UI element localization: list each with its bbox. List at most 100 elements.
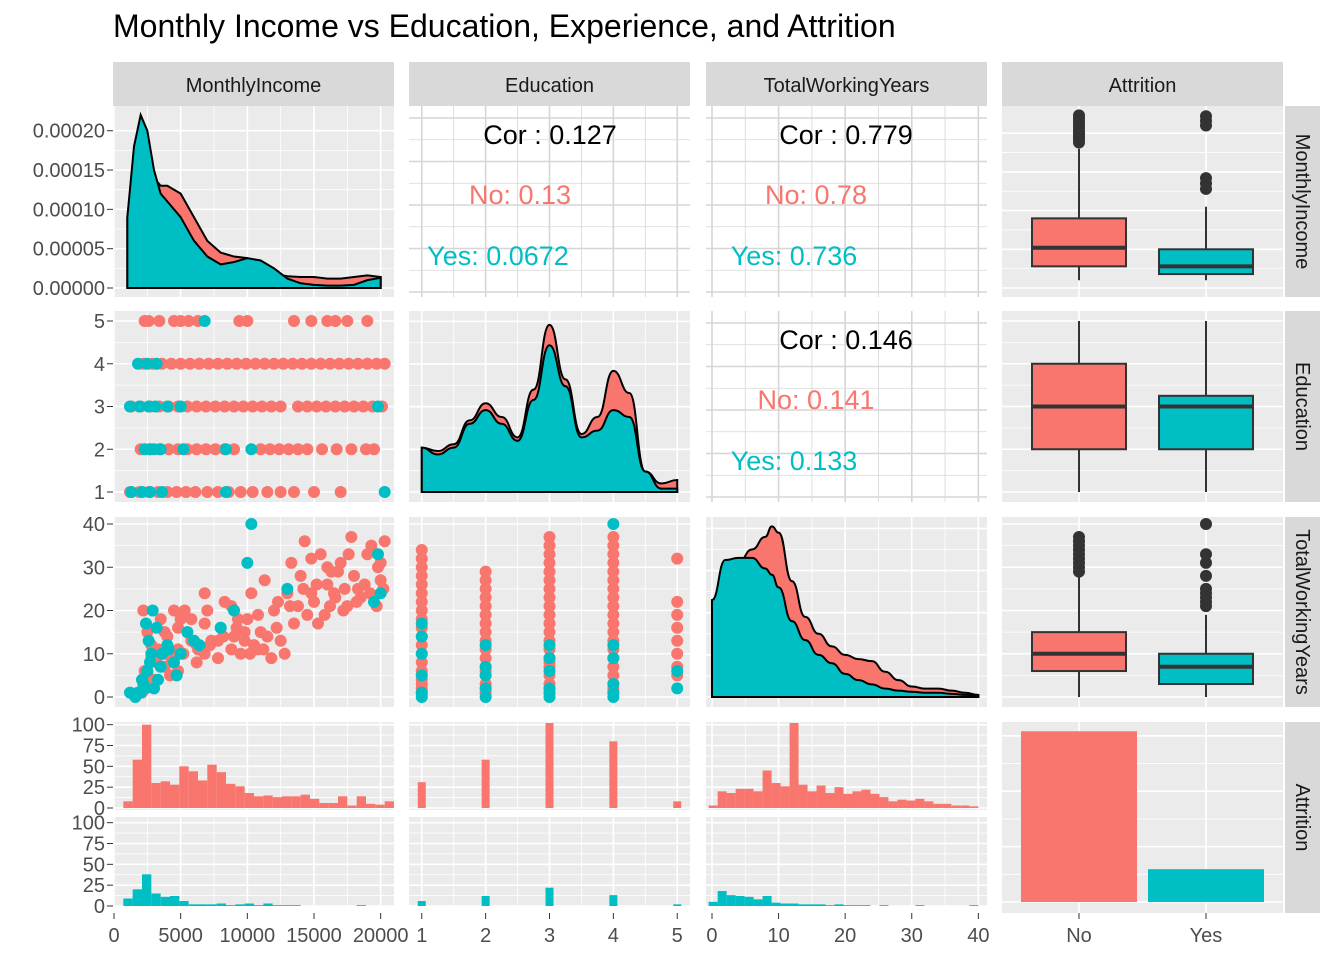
strip-label-row-TotalWorkingYears: TotalWorkingYears: [1291, 529, 1313, 695]
hist-years-bar-no-14: [834, 787, 844, 808]
point-education-years-no-71: [607, 574, 620, 587]
hist-education-bar-no-3: [609, 741, 618, 808]
point-income-years-no-43: [172, 621, 184, 634]
point-education-years-no-85: [671, 552, 684, 565]
point-education-years-no-65: [607, 626, 620, 639]
point-income-years-no-22: [294, 569, 307, 582]
point-education-years-no-75: [607, 539, 620, 552]
box-years-panel: [1002, 517, 1283, 707]
hist-years-bar-no-20: [888, 801, 898, 808]
point-income-education-no-103: [246, 486, 259, 498]
hist-income-bar-no-28: [384, 801, 394, 808]
point-income-years-no-92: [230, 621, 243, 634]
point-education-years-no-14: [415, 561, 428, 574]
hist-education-bar-no-2: [545, 723, 554, 808]
x-tick-education-1: 2: [480, 925, 491, 947]
point-education-years-no-9: [415, 604, 428, 617]
hist-income-bar-no-10: [216, 772, 226, 808]
hist-years-bar-no-22: [906, 800, 916, 808]
hist-education-bar-yes-3: [609, 895, 618, 906]
hist-income-bar-yes-7: [188, 904, 198, 906]
point-income-years-no-33: [301, 608, 314, 621]
point-income-years-no-16: [234, 647, 247, 660]
strip-col-Education: [409, 62, 690, 106]
hist-years-no: [706, 722, 987, 810]
point-education-years-yes-23: [671, 682, 684, 695]
box-income-panel-box-yes: [1158, 248, 1254, 276]
hist-income-bar-yes-0: [123, 898, 133, 906]
point-income-education-yes-10: [372, 400, 384, 413]
y-tick-count-yes-3: 75: [83, 834, 105, 856]
point-education-years-no-67: [607, 608, 620, 621]
strip-label-row-MonthlyIncome: MonthlyIncome: [1291, 134, 1313, 270]
point-income-education-no-98: [189, 486, 202, 498]
point-education-years-no-29: [479, 608, 492, 621]
hist-years-bar-no-18: [870, 793, 880, 808]
point-income-education-no-33: [305, 357, 318, 370]
box-income-panel: [1002, 106, 1283, 297]
point-income-education-no-87: [330, 443, 343, 456]
x-tick-education-0: 1: [416, 925, 427, 947]
strip-label-row-Education: Education: [1291, 362, 1313, 451]
strip-row-Attrition: [1285, 722, 1320, 913]
point-education-years-no-51: [543, 565, 556, 578]
point-income-years-yes-19: [162, 643, 175, 656]
strip-col-Attrition: [1002, 62, 1283, 106]
hist-income-bar-no-19: [300, 794, 310, 808]
point-education-years-yes-1: [415, 686, 428, 699]
point-education-years-no-84: [671, 595, 684, 608]
x-tick-education-3: 4: [608, 925, 619, 947]
point-income-years-no-50: [178, 604, 191, 617]
hist-income-bar-yes-2: [142, 874, 152, 906]
y-tick-education-2: 3: [94, 397, 105, 419]
y-tick-count-no-3: 75: [83, 736, 105, 758]
point-income-years-yes-25: [241, 556, 254, 569]
point-income-years-no-40: [212, 652, 224, 665]
cor-income-education-no: No: 0.13: [469, 180, 571, 210]
hist-years-bar-no-15: [843, 793, 853, 808]
hist-years-bar-no-29: [969, 806, 979, 808]
point-education-years-no-48: [543, 591, 556, 604]
x-tick-years-3: 30: [901, 925, 923, 947]
density-income-yes: [126, 111, 382, 289]
point-income-years-no-74: [265, 652, 278, 665]
y-tick-years-1: 10: [83, 644, 105, 666]
hist-income-bar-no-15: [263, 795, 273, 808]
point-education-years-no-13: [415, 569, 428, 582]
box-years-panel-outlier-yes-4: [1200, 582, 1212, 595]
point-income-years-no-39: [225, 643, 238, 656]
y-tick-education-1: 2: [94, 439, 105, 461]
point-income-education-no-80: [254, 443, 267, 456]
point-income-education-no-23: [212, 357, 224, 370]
box-education-panel-box-yes: [1158, 394, 1254, 451]
point-income-years-no-90: [204, 639, 216, 652]
hist-income-bar-no-9: [207, 764, 217, 808]
point-income-education-yes-15: [177, 443, 190, 456]
hist-years-bar-no-16: [852, 791, 862, 808]
point-income-years-no-73: [278, 647, 291, 660]
hist-income-bar-no-18: [291, 796, 301, 808]
hist-income-no: [113, 722, 394, 810]
hist-income-bar-yes-17: [282, 905, 292, 906]
point-income-education-no-99: [201, 486, 214, 498]
point-income-education-yes-4: [124, 400, 136, 413]
point-education-years-yes-7: [479, 682, 492, 695]
cor-education-years-no: No: 0.141: [757, 385, 874, 415]
point-education-years-yes-15: [543, 652, 556, 665]
point-income-education-no-57: [265, 400, 278, 413]
point-education-years-no-61: [607, 660, 620, 673]
hist-income-bar-yes-1: [132, 889, 142, 906]
point-income-education-no-66: [357, 400, 370, 413]
point-income-education-no-51: [209, 400, 222, 413]
hist-years-bar-no-26: [942, 803, 952, 808]
hist-years-bar-yes-11: [807, 904, 817, 906]
point-income-years-yes-23: [145, 647, 158, 660]
point-education-years-no-68: [607, 600, 620, 613]
hist-years-bar-yes-17: [861, 905, 871, 906]
point-income-years-no-106: [342, 548, 355, 561]
point-education-years-no-49: [543, 582, 556, 595]
hist-income-bar-no-3: [151, 783, 161, 808]
point-income-years-yes-24: [245, 518, 258, 530]
point-education-years-no-24: [479, 652, 492, 665]
point-income-education-no-84: [292, 443, 304, 456]
